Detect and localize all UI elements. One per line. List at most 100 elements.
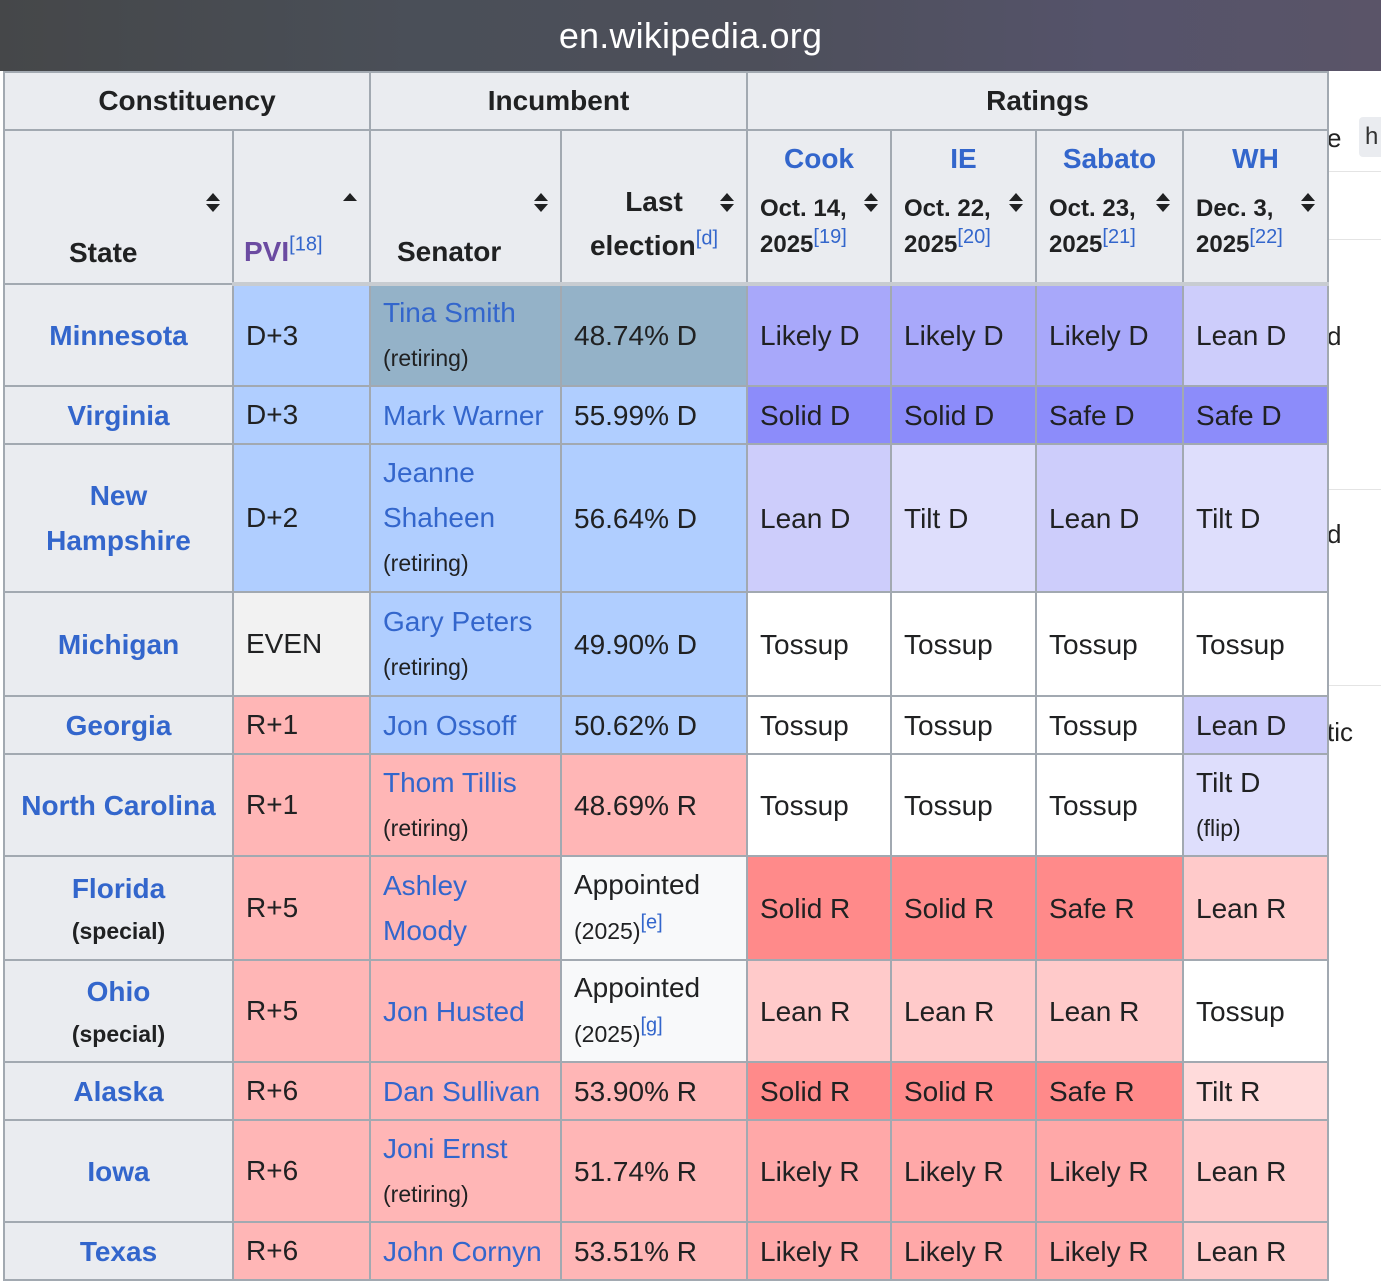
senator-link[interactable]: Tina Smith (383, 297, 516, 328)
senator-link[interactable]: Dan Sullivan (383, 1075, 541, 1107)
table-row: Georgia R+1 Jon Ossoff 50.62% D Tossup Tossup… (3, 695, 1329, 755)
senator-link[interactable]: Jon Husted (383, 995, 525, 1027)
rating-cell: Tossup (890, 591, 1037, 697)
state-link[interactable]: Texas (79, 1235, 158, 1267)
rating-value: Lean R (904, 995, 995, 1027)
cook-link[interactable]: Cook (784, 143, 854, 174)
last-election-cell: Appointed (2025)[e] (560, 855, 748, 961)
senator-link[interactable]: Mark Warner (383, 399, 544, 431)
cook-column-header[interactable]: Cook Oct. 14, 2025[19] (746, 129, 892, 286)
sort-icon[interactable] (1009, 193, 1023, 212)
senator-link[interactable]: John Cornyn (383, 1235, 542, 1267)
rating-cell: Lean R (1035, 959, 1184, 1063)
last-election-value: 56.64% D (574, 502, 697, 534)
ie-column-header[interactable]: IE Oct. 22, 2025[20] (890, 129, 1037, 286)
rating-cell: Tilt D (890, 443, 1037, 593)
rating-cell: Lean R (1182, 1119, 1329, 1223)
senator-link[interactable]: Jon Ossoff (383, 709, 517, 741)
pvi-link[interactable]: PVI (244, 236, 290, 267)
last-election-value: 50.62% D (574, 709, 697, 741)
state-link[interactable]: Ohio (86, 975, 151, 1007)
sort-icon[interactable] (534, 193, 548, 212)
sort-icon[interactable] (720, 193, 734, 212)
senator-link[interactable]: Thom Tillis (383, 766, 517, 798)
wh-column-header[interactable]: WH Dec. 3, 2025[22] (1182, 129, 1329, 286)
state-link[interactable]: Virginia (67, 399, 170, 431)
last-election-value: 51.74% R (574, 1155, 697, 1187)
rating-value: Solid R (760, 892, 851, 924)
last-election-value: 53.90% R (574, 1075, 697, 1107)
last-election-note-reference[interactable]: [g] (640, 1014, 663, 1037)
state-link[interactable]: Michigan (57, 628, 180, 660)
ie-reference[interactable]: [20] (957, 226, 991, 248)
state-link[interactable]: North Carolina (21, 789, 216, 821)
rating-cell: Tossup (890, 753, 1037, 857)
rating-value: Lean R (1196, 892, 1287, 924)
state-link[interactable]: New Hampshire (46, 480, 191, 556)
sort-icon[interactable] (206, 193, 220, 212)
text-fragment: tic (1327, 717, 1353, 747)
sort-icon[interactable] (864, 193, 878, 212)
rating-value: Safe D (1196, 399, 1282, 431)
state-link[interactable]: Minnesota (49, 319, 188, 351)
sabato-column-header[interactable]: Sabato Oct. 23, 2025[21] (1035, 129, 1184, 286)
senator-link[interactable]: Jeanne Shaheen (383, 457, 496, 533)
rating-cell: Lean D (1035, 443, 1184, 593)
ie-link[interactable]: IE (950, 143, 977, 174)
state-cell: North Carolina (3, 753, 234, 857)
senator-cell: Ashley Moody (369, 855, 562, 961)
rating-value: Likely D (1049, 320, 1149, 351)
partial-button[interactable]: h (1359, 117, 1381, 157)
sort-icon[interactable] (1301, 193, 1315, 212)
state-link[interactable]: Florida (71, 872, 166, 904)
rating-value: Tossup (760, 709, 849, 741)
rating-value: Lean R (1196, 1155, 1287, 1187)
last-election-value: Appointed (574, 869, 701, 900)
rating-cell: Safe D (1182, 385, 1329, 445)
state-cell: Georgia (3, 695, 234, 755)
senator-link[interactable]: Ashley Moody (383, 870, 468, 946)
text-fragment: d (1327, 321, 1342, 351)
sabato-reference[interactable]: [21] (1102, 226, 1136, 248)
table-row: New Hampshire D+2 Jeanne Shaheen (retiring)… (3, 443, 1329, 593)
rating-value: Tossup (904, 628, 993, 660)
appointed-year: (2025) (574, 1021, 641, 1047)
sabato-link[interactable]: Sabato (1062, 143, 1157, 174)
cook-reference[interactable]: [19] (813, 226, 847, 248)
last-election-note-reference[interactable]: [e] (640, 911, 663, 934)
last-election-value: 55.99% D (574, 399, 697, 431)
state-column-header[interactable]: State (3, 129, 234, 285)
sort-icon[interactable] (1156, 193, 1170, 212)
rating-cell: Likely R (746, 1221, 892, 1281)
rating-cell: Likely R (890, 1221, 1037, 1281)
rating-cell: Likely D (746, 283, 892, 387)
state-link[interactable]: Alaska (73, 1075, 164, 1107)
rating-cell: Likely R (746, 1119, 892, 1223)
wh-reference[interactable]: [22] (1249, 226, 1283, 248)
browser-address-bar[interactable]: en.wikipedia.org (0, 0, 1381, 71)
state-cell: Texas (3, 1221, 234, 1281)
last-election-column-header[interactable]: Last election[d] (560, 129, 748, 286)
last-election-reference[interactable]: [d] (695, 227, 719, 250)
rating-cell: Tossup (1182, 591, 1329, 697)
state-link[interactable]: Iowa (87, 1155, 150, 1187)
last-election-value: 48.69% R (574, 789, 697, 821)
senator-link[interactable]: Gary Peters (383, 605, 533, 637)
rating-cell: Safe R (1035, 1061, 1184, 1121)
special-label: (special) (71, 1020, 166, 1047)
senator-column-header[interactable]: Senator (369, 129, 562, 286)
rating-value: Tossup (1196, 628, 1285, 660)
rating-value: Lean D (1196, 320, 1287, 351)
senator-cell: Mark Warner (369, 385, 562, 445)
special-label: (special) (71, 917, 166, 944)
rating-value: Lean D (1196, 709, 1287, 741)
wh-link[interactable]: WH (1232, 143, 1279, 174)
pvi-reference[interactable]: [18] (289, 233, 323, 256)
senator-link[interactable]: Joni Ernst (383, 1132, 508, 1164)
rating-cell: Solid R (746, 1061, 892, 1121)
pvi-column-header[interactable]: PVI[18] (232, 129, 371, 286)
sort-ascending-icon[interactable] (343, 193, 357, 204)
senator-cell: Joni Ernst (retiring) (369, 1119, 562, 1223)
state-cell: New Hampshire (3, 443, 234, 593)
state-link[interactable]: Georgia (65, 709, 172, 741)
